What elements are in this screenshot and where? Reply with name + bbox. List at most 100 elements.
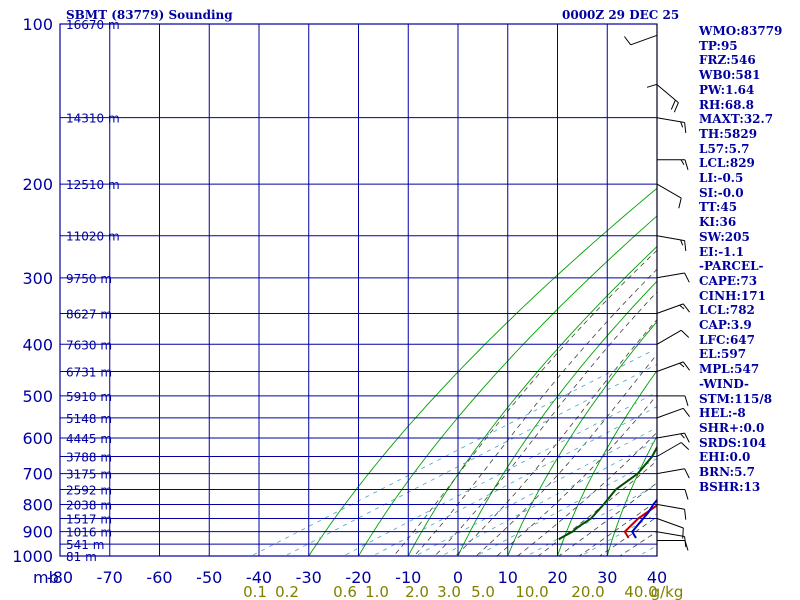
wind-barb: [656, 235, 687, 251]
index-line: MPL:547: [699, 362, 760, 377]
index-line: WMO:83779: [699, 24, 783, 38]
wind-barb: [656, 468, 690, 479]
index-line: MAXT:32.7: [699, 112, 774, 127]
index-line: CAPE:73: [699, 273, 758, 288]
height-label: 16670 m: [66, 18, 120, 32]
index-line: KI:36: [699, 215, 737, 230]
height-label: 9750 m: [66, 272, 112, 286]
mixing-ratio-line: [342, 391, 657, 556]
pressure-tick-label: 100: [22, 15, 53, 34]
wind-barb: [656, 183, 682, 209]
dry-adiabat-line: [357, 215, 657, 556]
wind-barb: [657, 159, 689, 170]
dewpoint-profile-line: [558, 445, 657, 541]
height-label: 4445 m: [66, 432, 112, 446]
index-line: LCL:829: [699, 156, 755, 171]
moist-adiabat-line: [516, 431, 657, 556]
height-label: 3175 m: [66, 468, 112, 482]
index-line: -PARCEL-: [699, 259, 764, 274]
mixing-ratio-line: [284, 363, 657, 556]
index-line: TH:5829: [699, 126, 758, 141]
index-line: HEL:-8: [699, 406, 746, 421]
pressure-tick-label: 800: [22, 495, 53, 514]
index-line: SRDS:104: [699, 435, 767, 450]
pressure-tick-label: 300: [22, 269, 53, 288]
index-line: TT:45: [699, 200, 738, 215]
index-line: BSHR:13: [699, 479, 761, 494]
index-line: FRZ:546: [699, 53, 756, 68]
moist-adiabat-line: [578, 500, 657, 556]
mixing-ratio-line: [371, 406, 657, 556]
dry-adiabat-line: [308, 187, 657, 556]
dry-adiabat-line: [606, 435, 657, 556]
wind-barb: [656, 518, 684, 539]
index-line: LCL:782: [699, 303, 755, 318]
temperature-tick-label: -80: [47, 568, 73, 587]
height-label: 541 m: [66, 538, 104, 552]
pressure-tick-label: 900: [22, 523, 53, 542]
height-label: 1016 m: [66, 526, 112, 540]
wind-barb: [657, 540, 689, 551]
index-line: EL:597: [699, 347, 747, 362]
mixing-ratio-unit-label: g/kg: [651, 583, 684, 600]
mixing-ratio-label: 5.0: [471, 583, 495, 600]
temperature-tick-label: 0: [453, 568, 463, 587]
temperature-tick-label: -40: [246, 568, 272, 587]
index-line: PW:1.64: [699, 82, 755, 97]
temperature-tick-label: -60: [146, 568, 172, 587]
temperature-tick-label: -30: [296, 568, 322, 587]
wind-barb: [656, 272, 690, 283]
wind-barb: [656, 361, 690, 372]
moist-adiabat-line: [475, 353, 657, 556]
height-label: 8627 m: [66, 307, 112, 321]
dry-adiabat-line: [507, 320, 657, 556]
moist-adiabat-line: [454, 319, 657, 556]
mixing-ratio-label: 40.0: [624, 583, 657, 600]
dry-adiabat-line: [557, 369, 657, 556]
height-label: 5910 m: [66, 390, 112, 404]
height-label: 11020 m: [66, 230, 120, 244]
wind-barb: [656, 303, 690, 314]
mixing-ratio-label: 1.0: [365, 583, 389, 600]
index-line: SW:205: [699, 229, 750, 244]
moist-adiabat-line: [413, 268, 657, 556]
wind-barb: [656, 531, 687, 547]
mixing-ratio-line: [250, 349, 654, 556]
wind-barb: [656, 329, 690, 345]
temperature-tick-label: -10: [395, 568, 421, 587]
mixing-ratio-label: 10.0: [515, 583, 548, 600]
temperature-tick-label: 30: [597, 568, 617, 587]
moist-adiabat-line: [558, 482, 657, 556]
index-line: RH:68.8: [699, 97, 754, 112]
pressure-tick-label: 700: [22, 465, 53, 484]
index-line: WB0:581: [699, 68, 761, 83]
height-label: 81 m: [66, 550, 97, 564]
wind-barb: [624, 34, 658, 46]
wind-barb: [656, 84, 679, 113]
temperature-tick-label: 40: [647, 568, 667, 587]
index-line: TP:95: [699, 38, 738, 53]
temperature-tick-label: 20: [547, 568, 567, 587]
dry-adiabat-line: [457, 280, 657, 556]
index-line: CAP:3.9: [699, 318, 752, 332]
index-line: CINH:171: [699, 288, 766, 303]
height-label: 3788 m: [66, 450, 112, 464]
wind-barb: [656, 407, 690, 419]
pressure-tick-label: 1000: [12, 547, 53, 566]
index-line: LFC:647: [699, 332, 755, 347]
pressure-tick-label: 500: [22, 387, 53, 406]
mixing-ratio-line: [526, 484, 657, 556]
index-line: EHI:0.0: [699, 450, 751, 465]
moist-adiabat-line: [598, 516, 657, 556]
index-line: EI:-1.1: [699, 244, 745, 259]
wind-barb: [646, 56, 658, 88]
pressure-tick-label: 200: [22, 175, 53, 194]
height-label: 2592 m: [66, 484, 112, 498]
index-line: L57:5.7: [699, 141, 750, 156]
index-line: BRN:5.7: [699, 465, 755, 479]
observation-datetime: 0000Z 29 DEC 25: [562, 8, 680, 22]
dry-adiabat-line: [407, 245, 657, 556]
mixing-ratio-line: [580, 513, 657, 556]
mixing-ratio-label: 0.2: [275, 583, 299, 600]
mixing-ratio-label: 0.6: [333, 583, 357, 600]
